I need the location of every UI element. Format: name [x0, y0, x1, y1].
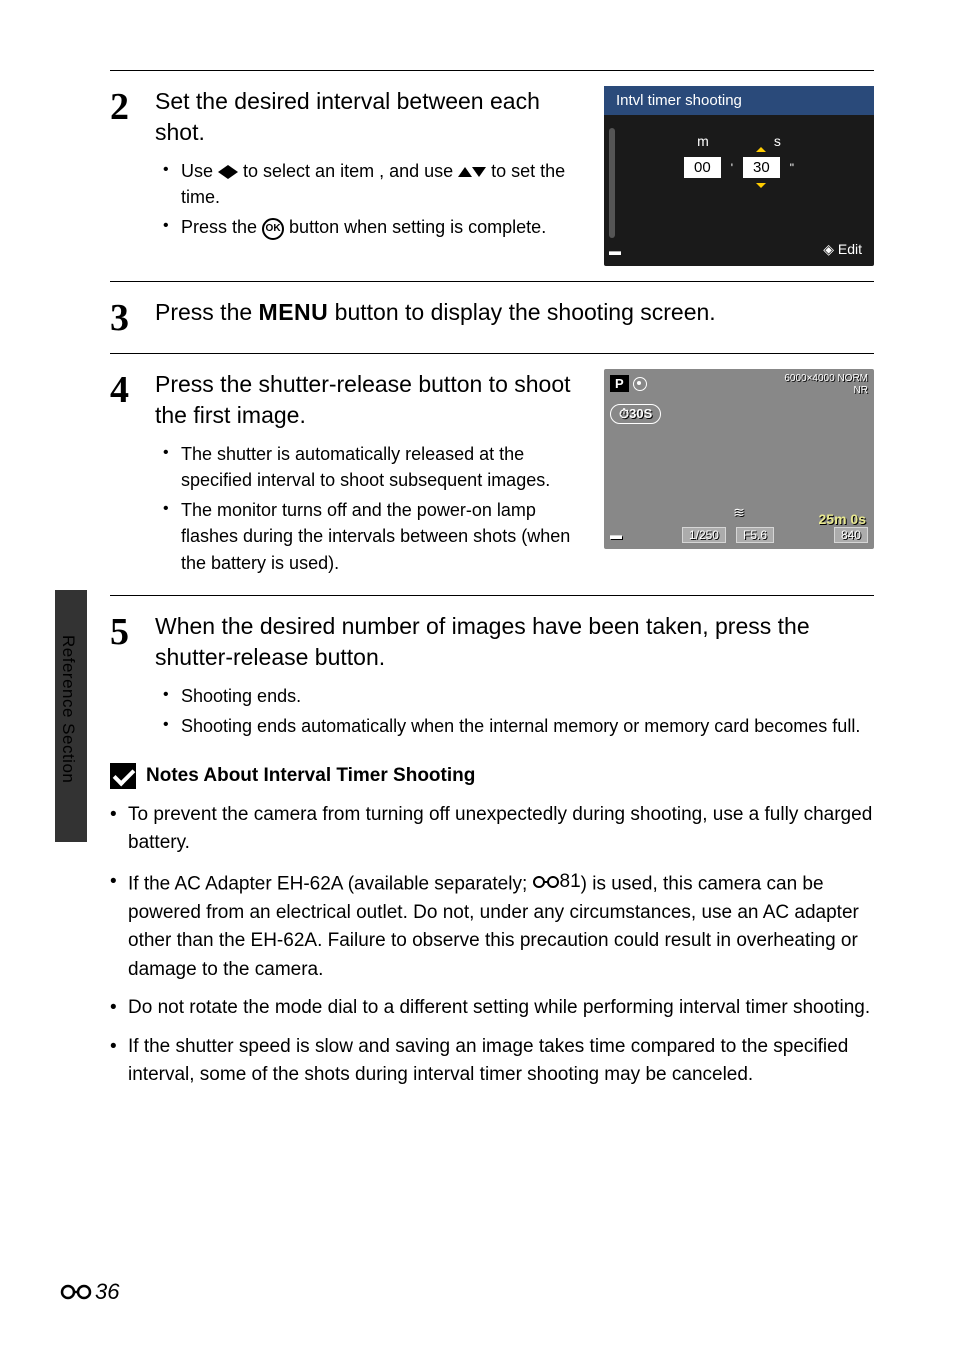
timer-quote: ": [790, 161, 794, 175]
divider: [110, 281, 874, 282]
arrow-up-icon: [756, 147, 766, 152]
bullet-item: Shooting ends.: [163, 683, 874, 709]
step-number: 4: [110, 369, 155, 409]
arrow-down-icon: [756, 183, 766, 188]
step-title: Press the MENU button to display the sho…: [155, 297, 874, 328]
step-title: Set the desired interval between each sh…: [155, 86, 584, 148]
bullet-list: Shooting ends. Shooting ends automatical…: [163, 683, 874, 739]
timer-apostrophe: ': [731, 161, 733, 175]
bullet-list: The shutter is automatically released at…: [163, 441, 584, 575]
arrow-left-icon: [218, 165, 228, 179]
arrow-up-icon: [458, 167, 472, 177]
shooting-panel: P 6000×4000 NORM NR ⏱30S ≋ 25m 0s ▬ 1/25…: [604, 369, 874, 549]
sidebar-label: Reference Section: [58, 635, 78, 783]
bullet-item: Use to select an item , and use to set t…: [163, 158, 584, 210]
ok-button-icon: OK: [262, 218, 284, 240]
stack-icon: ≋: [733, 504, 745, 521]
page-reference-link[interactable]: 81: [533, 868, 581, 897]
notes-check-icon: [110, 763, 136, 789]
link-icon: [60, 1283, 92, 1301]
battery-icon: ▬: [610, 528, 622, 542]
shutter-speed: 1/250: [682, 527, 726, 543]
mode-badge: P: [610, 375, 629, 392]
timer-col-m: m: [697, 133, 709, 149]
bullet-item: The monitor turns off and the power-on l…: [163, 497, 584, 575]
step-3: 3 Press the MENU button to display the s…: [110, 297, 874, 338]
step-number: 5: [110, 611, 155, 651]
aperture: F5.6: [736, 527, 774, 543]
bullet-list: Use to select an item , and use to set t…: [163, 158, 584, 240]
divider: [110, 70, 874, 71]
shots-remaining: 840: [834, 527, 868, 543]
notes-item: If the shutter speed is slow and saving …: [110, 1033, 874, 1090]
bullet-item: The shutter is automatically released at…: [163, 441, 584, 493]
timer-col-s: s: [774, 133, 781, 149]
step-5: 5 When the desired number of images have…: [110, 611, 874, 743]
menu-button-label: MENU: [259, 299, 329, 325]
notes-item: Do not rotate the mode dial to a differe…: [110, 994, 874, 1023]
arrow-right-icon: [228, 165, 238, 179]
quality-badges: 6000×4000 NORM NR: [784, 373, 868, 397]
bullet-item: Shooting ends automatically when the int…: [163, 713, 874, 739]
notes-header: Notes About Interval Timer Shooting: [110, 763, 874, 789]
page-footer: 36: [60, 1279, 119, 1305]
step-title: When the desired number of images have b…: [155, 611, 874, 673]
notes-item: To prevent the camera from turning off u…: [110, 801, 874, 858]
battery-icon: ▬: [609, 244, 621, 258]
timer-panel: Intvl timer shooting m s 00 ' 30 " ◈ Edi…: [604, 86, 874, 266]
link-icon: [533, 875, 559, 889]
arrow-down-icon: [472, 167, 486, 177]
notes-list: To prevent the camera from turning off u…: [110, 801, 874, 1090]
step-4: 4 Press the shutter-release button to sh…: [110, 369, 874, 580]
timer-title: Intvl timer shooting: [604, 86, 874, 115]
time-remaining: 25m 0s: [819, 511, 866, 527]
step-number: 2: [110, 86, 155, 126]
interval-badge: ⏱30S: [610, 404, 661, 424]
notes-item: If the AC Adapter EH-62A (available sepa…: [110, 868, 874, 984]
divider: [110, 353, 874, 354]
step-number: 3: [110, 297, 155, 337]
timer-edit-label: ◈ Edit: [823, 241, 862, 258]
notes-title: Notes About Interval Timer Shooting: [146, 765, 475, 787]
timer-slider: [609, 128, 615, 238]
target-icon: [633, 377, 647, 391]
timer-seconds: 30: [743, 157, 780, 178]
bullet-item: Press the OK button when setting is comp…: [163, 214, 584, 240]
step-2: 2 Set the desired interval between each …: [110, 86, 874, 266]
divider: [110, 595, 874, 596]
page-number: 36: [95, 1279, 119, 1305]
step-title: Press the shutter-release button to shoo…: [155, 369, 584, 431]
timer-minutes: 00: [684, 157, 721, 178]
